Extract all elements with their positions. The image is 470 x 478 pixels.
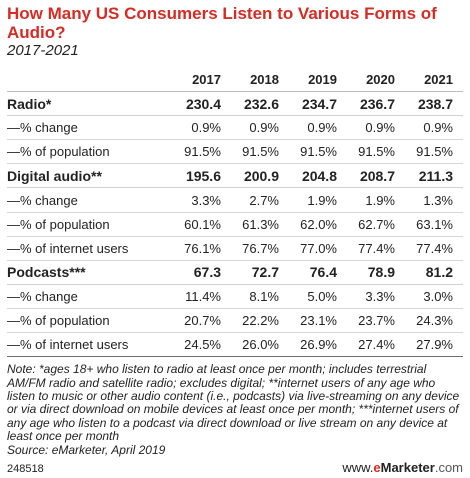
table-group-row: Digital audio** 195.6 200.9 204.8 208.7 211.3 xyxy=(7,163,463,189)
table-body: Radio* 230.4 232.6 234.7 236.7 238.7 —% change… xyxy=(7,91,463,358)
table-cell: 76.4 xyxy=(289,259,347,285)
table-cell: 91.5% xyxy=(231,139,289,165)
table-cell: 91.5% xyxy=(173,139,231,165)
brand-suffix: .com xyxy=(434,460,463,475)
table-cell: 195.6 xyxy=(173,163,231,189)
chart-id: 248518 xyxy=(7,463,44,475)
chart-subtitle: 2017-2021 xyxy=(7,42,79,59)
data-table: 2017 2018 2019 2020 2021 Radio* 230.4 232.… xyxy=(7,68,463,358)
table-cell: 62.7% xyxy=(347,212,405,237)
brand-e: e xyxy=(373,460,381,475)
table-cell: 91.5% xyxy=(347,139,405,165)
table-cell: 0.9% xyxy=(173,115,231,141)
table-cell: 26.0% xyxy=(231,332,289,358)
table-group-row: Radio* 230.4 232.6 234.7 236.7 238.7 xyxy=(7,91,463,117)
table-cell: 22.2% xyxy=(231,308,289,334)
table-cell: 77.0% xyxy=(289,236,347,261)
row-label: —% of internet users xyxy=(7,332,173,358)
table-group-row: Podcasts*** 67.3 72.7 76.4 78.9 81.2 xyxy=(7,259,463,285)
table-cell: 1.9% xyxy=(289,187,347,213)
table-row: —% of internet users 76.1% 76.7% 77.0% 77.4%… xyxy=(7,236,463,261)
table-cell: 76.1% xyxy=(173,236,231,261)
table-row: —% of population 91.5% 91.5% 91.5% 91.5% 91.5… xyxy=(7,139,463,165)
table-cell: 63.1% xyxy=(405,212,463,237)
table-cell: 11.4% xyxy=(173,284,231,309)
notes-block: Note: *ages 18+ who listen to radio at l… xyxy=(7,362,463,457)
table-cell: 61.3% xyxy=(231,212,289,237)
brand-logo: www.eMarketer.com xyxy=(342,460,463,475)
table-cell: 0.9% xyxy=(289,115,347,141)
footnote-text: Note: *ages 18+ who listen to radio at l… xyxy=(7,362,460,444)
column-header: 2021 xyxy=(405,68,463,93)
table-cell: 3.3% xyxy=(173,187,231,213)
table-cell: 23.7% xyxy=(347,308,405,334)
table-cell: 26.9% xyxy=(289,332,347,358)
table-cell: 27.9% xyxy=(405,332,463,358)
table-cell: 24.3% xyxy=(405,308,463,334)
table-cell: 236.7 xyxy=(347,91,405,117)
source-text: Source: eMarketer, April 2019 xyxy=(7,442,166,457)
table-cell: 3.3% xyxy=(347,284,405,309)
table-cell: 5.0% xyxy=(289,284,347,309)
row-label: —% of population xyxy=(7,308,173,334)
table-cell: 23.1% xyxy=(289,308,347,334)
table-cell: 1.3% xyxy=(405,187,463,213)
row-label: —% of population xyxy=(7,139,173,165)
table-cell: 2.7% xyxy=(231,187,289,213)
brand-name: Marketer xyxy=(380,460,435,475)
table-row: —% change 0.9% 0.9% 0.9% 0.9% 0.9% xyxy=(7,115,463,141)
table-cell: 3.0% xyxy=(405,284,463,309)
corner-cell xyxy=(7,68,173,93)
table-cell: 76.7% xyxy=(231,236,289,261)
table-cell: 91.5% xyxy=(405,139,463,165)
table-cell: 232.6 xyxy=(231,91,289,117)
column-header: 2019 xyxy=(289,68,347,93)
chart-title: How Many US Consumers Listen to Various … xyxy=(7,4,437,42)
table-row: —% change 11.4% 8.1% 5.0% 3.3% 3.0% xyxy=(7,284,463,309)
column-header-row: 2017 2018 2019 2020 2021 xyxy=(7,68,463,93)
brand-prefix: www. xyxy=(342,460,374,475)
row-label: —% change xyxy=(7,115,173,141)
row-label: —% change xyxy=(7,284,173,309)
table-row: —% of population 60.1% 61.3% 62.0% 62.7% 63.1… xyxy=(7,212,463,237)
table-row: —% of population 20.7% 22.2% 23.1% 23.7% 24.3… xyxy=(7,308,463,334)
row-label: Radio* xyxy=(7,91,173,117)
row-label: —% of population xyxy=(7,212,173,237)
table-cell: 77.4% xyxy=(347,236,405,261)
column-header: 2020 xyxy=(347,68,405,93)
table-cell: 77.4% xyxy=(405,236,463,261)
footer: 248518 www.eMarketer.com xyxy=(7,460,463,475)
table-cell: 67.3 xyxy=(173,259,231,285)
row-label: —% change xyxy=(7,187,173,213)
column-header: 2018 xyxy=(231,68,289,93)
column-header: 2017 xyxy=(173,68,231,93)
table-cell: 8.1% xyxy=(231,284,289,309)
table-cell: 0.9% xyxy=(347,115,405,141)
table-cell: 234.7 xyxy=(289,91,347,117)
row-label: —% of internet users xyxy=(7,236,173,261)
table-cell: 0.9% xyxy=(405,115,463,141)
table-cell: 208.7 xyxy=(347,163,405,189)
table-cell: 27.4% xyxy=(347,332,405,358)
table-cell: 1.9% xyxy=(347,187,405,213)
table-cell: 211.3 xyxy=(405,163,463,189)
table-row: —% change 3.3% 2.7% 1.9% 1.9% 1.3% xyxy=(7,187,463,213)
row-label: Digital audio** xyxy=(7,163,173,189)
table-cell: 204.8 xyxy=(289,163,347,189)
table-cell: 200.9 xyxy=(231,163,289,189)
table-cell: 0.9% xyxy=(231,115,289,141)
row-label: Podcasts*** xyxy=(7,259,173,285)
table-row: —% of internet users 24.5% 26.0% 26.9% 27.4%… xyxy=(7,332,463,358)
table-cell: 72.7 xyxy=(231,259,289,285)
table-cell: 91.5% xyxy=(289,139,347,165)
table-cell: 24.5% xyxy=(173,332,231,358)
table-cell: 62.0% xyxy=(289,212,347,237)
table-cell: 230.4 xyxy=(173,91,231,117)
table-cell: 60.1% xyxy=(173,212,231,237)
table-cell: 78.9 xyxy=(347,259,405,285)
table-cell: 81.2 xyxy=(405,259,463,285)
table-cell: 238.7 xyxy=(405,91,463,117)
table-cell: 20.7% xyxy=(173,308,231,334)
